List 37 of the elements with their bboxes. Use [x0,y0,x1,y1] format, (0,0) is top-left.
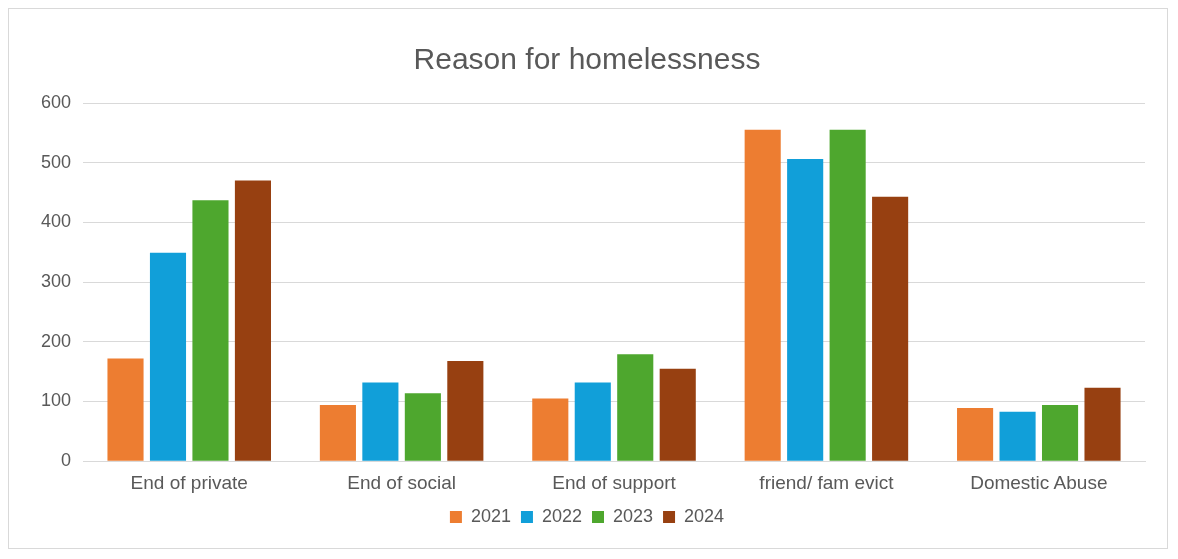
bar [659,368,696,461]
bar [1041,405,1079,461]
x-tick-label: Domestic Abuse [970,471,1108,493]
x-tick-label: End of support [552,471,677,493]
y-tick-label: 500 [40,151,72,172]
bar [574,382,611,461]
chart-title: Reason for homelessness [413,42,761,76]
y-tick-label: 600 [40,91,72,112]
bar [999,411,1036,461]
y-tick-label: 0 [61,450,72,471]
bar [319,405,356,461]
bar [234,180,271,461]
bar [872,196,909,461]
bar [447,360,484,461]
bar [957,408,994,461]
bar [192,200,229,461]
bar [787,159,824,461]
bar [744,129,781,461]
x-tick-label: friend/ fam evict [759,471,895,493]
bar [149,252,187,461]
bar [617,354,654,461]
y-tick-label: 100 [40,390,72,411]
legend-label: 2024 [684,505,725,526]
legend-label: 2022 [541,505,582,526]
x-tick-label: End of social [347,471,457,493]
y-tick-label: 200 [40,330,72,351]
bar [1084,387,1121,461]
y-tick-label: 300 [40,271,72,292]
bar [404,393,441,461]
legend-label: 2021 [470,505,511,526]
y-tick-label: 400 [40,211,72,232]
legend-label: 2023 [613,505,654,526]
bar [107,358,144,461]
bar [532,398,569,461]
x-tick-label: End of private [130,471,248,493]
bar [362,382,399,461]
bar [829,129,866,461]
